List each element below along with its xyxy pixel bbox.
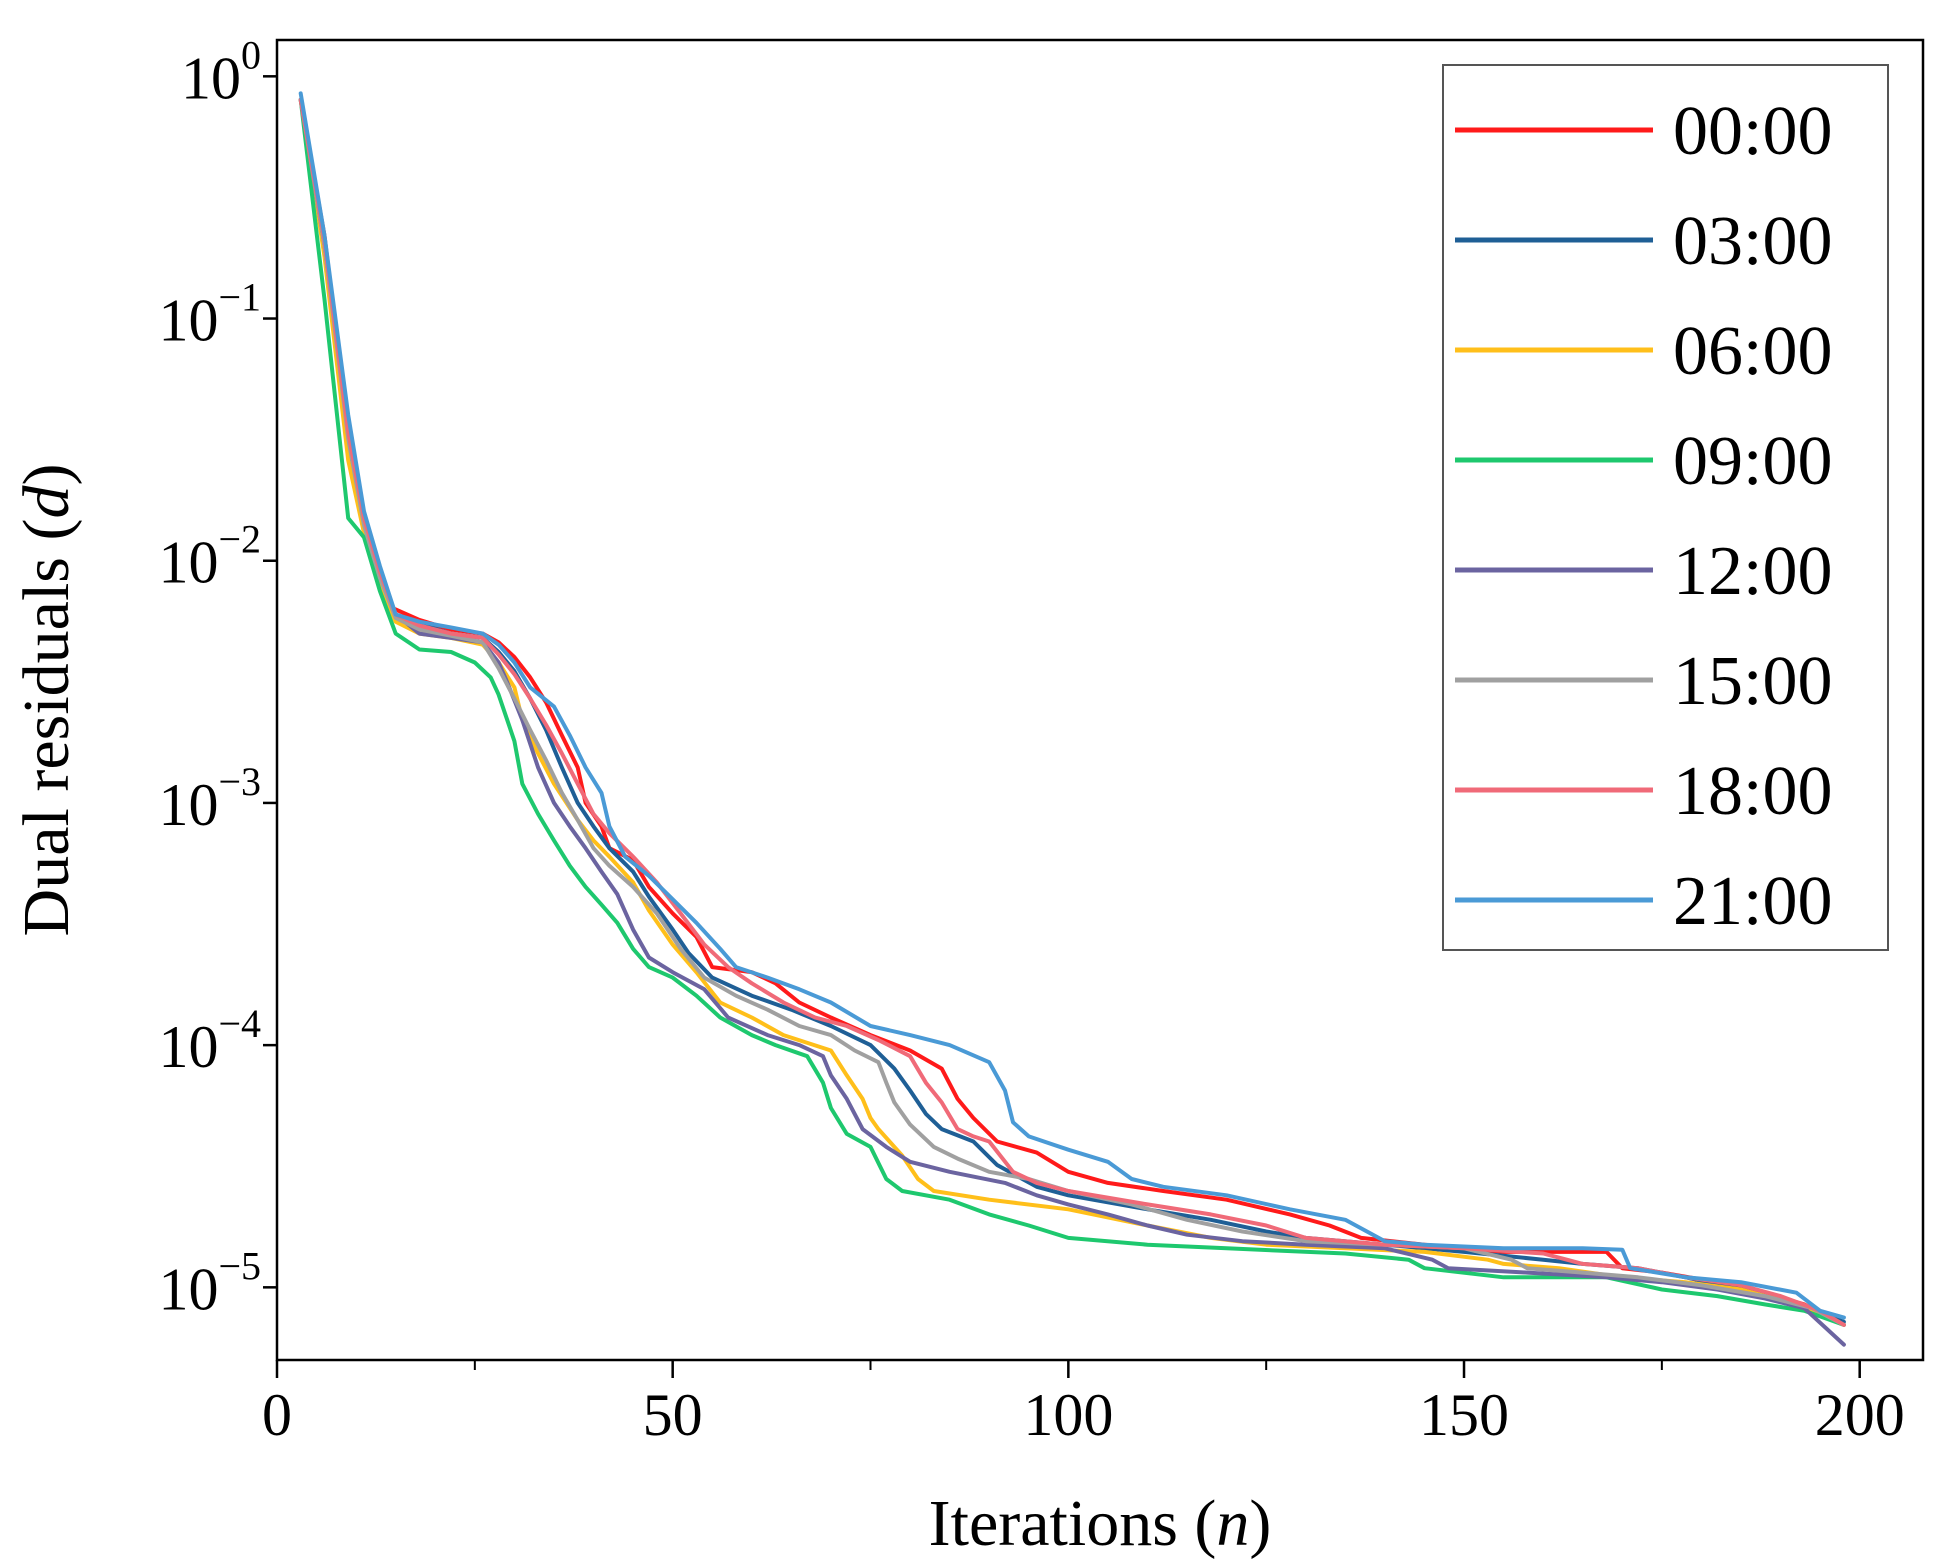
axes <box>263 38 1925 1378</box>
y-tick-label: 10−4 <box>158 1001 261 1080</box>
legend-label: 18:00 <box>1673 753 1832 830</box>
x-tick-label: 150 <box>1419 1382 1509 1448</box>
legend-label: 12:00 <box>1673 533 1832 610</box>
legend-label: 15:00 <box>1673 643 1832 720</box>
series-line-0900 <box>298 97 1846 1327</box>
series-line-2100 <box>298 91 1846 1320</box>
legend-label: 03:00 <box>1673 203 1832 280</box>
legend-label: 00:00 <box>1673 93 1832 170</box>
legend-box <box>1442 64 1889 951</box>
legend-label: 21:00 <box>1673 863 1832 940</box>
x-tick-label: 0 <box>262 1382 292 1448</box>
x-axis-label: Iterations (n) <box>929 1487 1272 1560</box>
legend-label: 09:00 <box>1673 423 1832 500</box>
y-tick-label: 10−1 <box>158 275 261 354</box>
y-tick-label: 10−5 <box>158 1243 261 1322</box>
axis-labels: Iterations (n) Dual residuals (d) <box>10 464 1271 1560</box>
x-tick-label: 50 <box>643 1382 703 1448</box>
legend-label: 06:00 <box>1673 313 1832 390</box>
y-tick-label: 10−3 <box>158 759 261 838</box>
x-tick-label: 200 <box>1815 1382 1905 1448</box>
legend: 00:00 03:00 06:00 09:00 12:00 15:00 18:00 21:00 <box>1442 64 1889 951</box>
tick-labels: 0 50 100 150 200 100 10−1 10−2 10−3 10−4 10−5 <box>158 32 1904 1448</box>
y-tick-label: 10−2 <box>158 517 261 596</box>
plot-frame <box>275 38 1925 1362</box>
x-tick-label: 100 <box>1023 1382 1113 1448</box>
series-layer <box>298 91 1846 1347</box>
y-axis-label: Dual residuals (d) <box>10 464 83 937</box>
series-line-1800 <box>298 97 1846 1327</box>
y-tick-label: 100 <box>181 32 261 111</box>
